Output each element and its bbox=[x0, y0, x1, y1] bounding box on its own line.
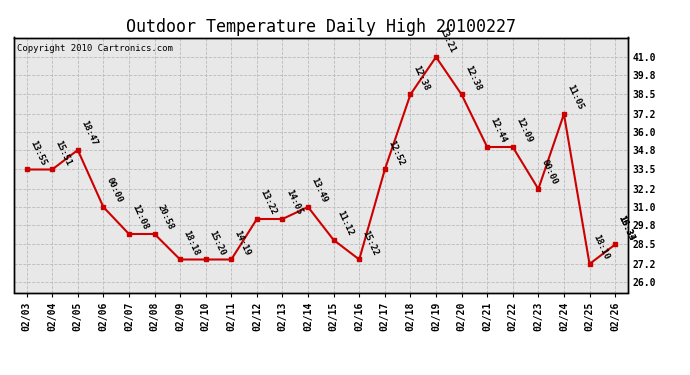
Text: Copyright 2010 Cartronics.com: Copyright 2010 Cartronics.com bbox=[17, 44, 172, 53]
Text: 12:38: 12:38 bbox=[412, 63, 431, 92]
Text: 11:05: 11:05 bbox=[565, 83, 585, 111]
Text: 13:49: 13:49 bbox=[309, 176, 329, 204]
Text: 12:38: 12:38 bbox=[463, 63, 482, 92]
Text: 15:51: 15:51 bbox=[54, 138, 73, 167]
Text: 00:00: 00:00 bbox=[105, 176, 124, 204]
Text: 18:18: 18:18 bbox=[181, 228, 201, 257]
Text: 13:55: 13:55 bbox=[28, 138, 48, 167]
Text: 15:22: 15:22 bbox=[361, 228, 380, 257]
Text: 16:33: 16:33 bbox=[616, 213, 636, 242]
Text: 12:44: 12:44 bbox=[489, 116, 508, 144]
Text: 14:05: 14:05 bbox=[284, 188, 304, 216]
Text: 12:09: 12:09 bbox=[514, 116, 533, 144]
Text: 14:19: 14:19 bbox=[233, 228, 253, 257]
Text: 20:58: 20:58 bbox=[156, 203, 175, 231]
Text: 13:22: 13:22 bbox=[258, 188, 278, 216]
Text: 18:10: 18:10 bbox=[591, 233, 611, 261]
Text: 18:47: 18:47 bbox=[79, 119, 99, 147]
Text: 12:08: 12:08 bbox=[130, 203, 150, 231]
Text: 15:34: 15:34 bbox=[616, 213, 636, 242]
Text: 13:21: 13:21 bbox=[437, 26, 457, 54]
Text: 15:20: 15:20 bbox=[207, 228, 226, 257]
Text: 11:12: 11:12 bbox=[335, 209, 355, 237]
Text: 12:52: 12:52 bbox=[386, 138, 406, 167]
Text: 00:00: 00:00 bbox=[540, 158, 560, 186]
Title: Outdoor Temperature Daily High 20100227: Outdoor Temperature Daily High 20100227 bbox=[126, 18, 516, 36]
